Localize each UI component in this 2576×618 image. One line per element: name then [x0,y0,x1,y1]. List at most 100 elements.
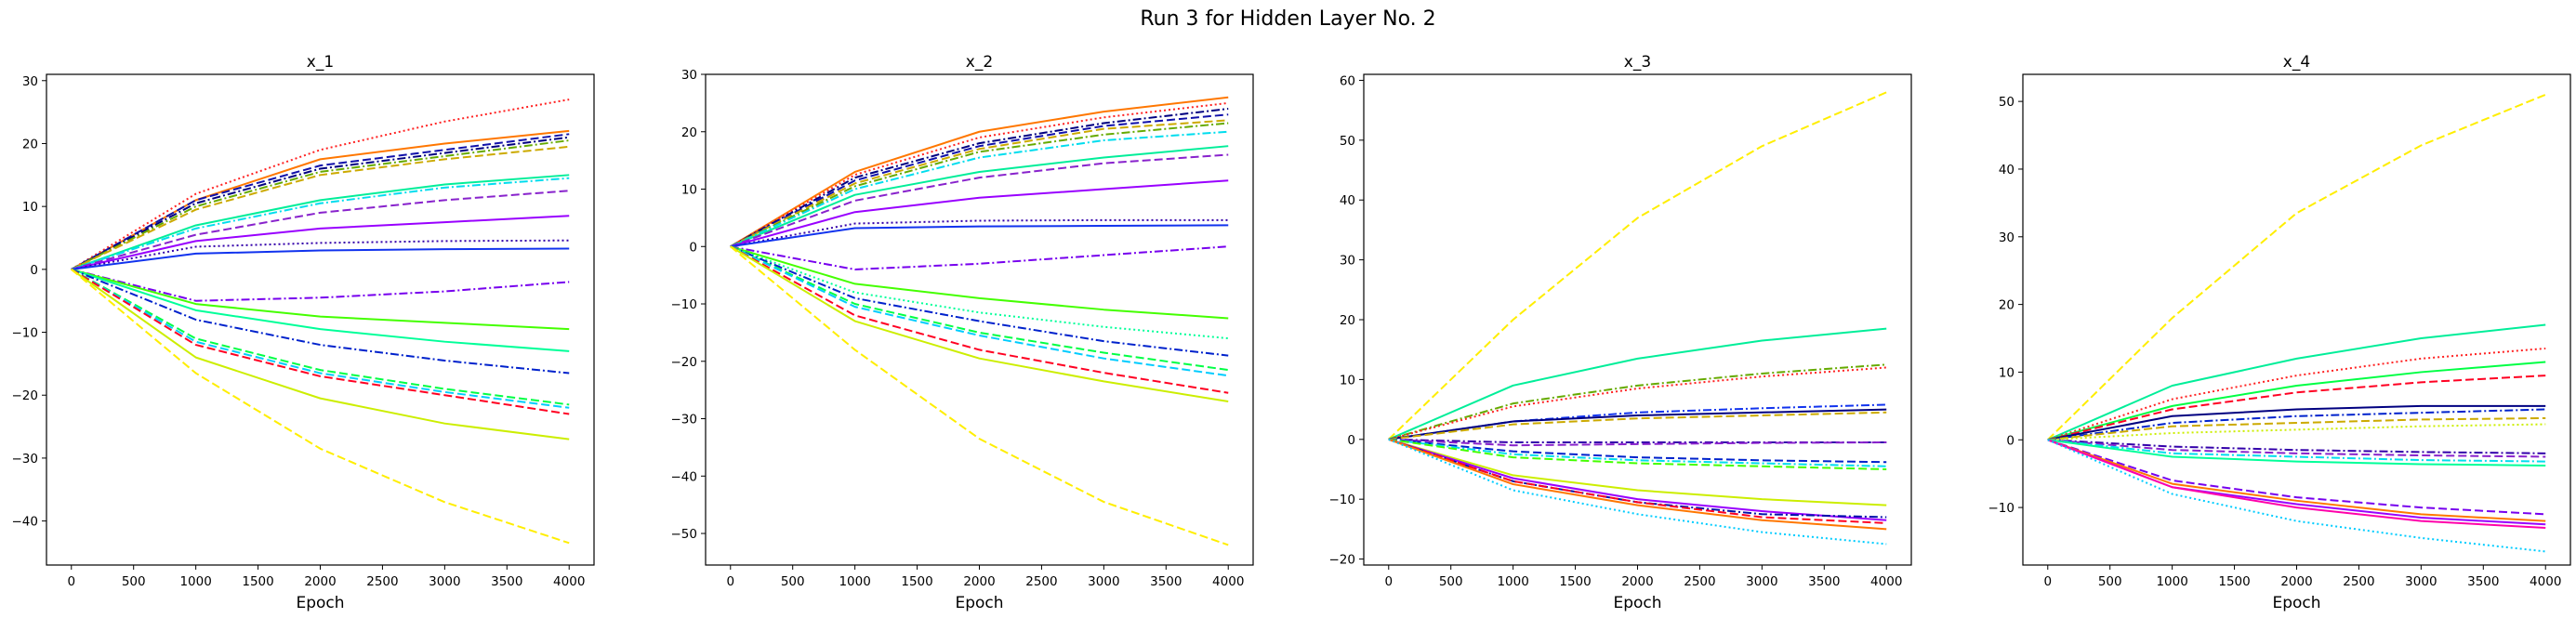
x-tick-label: 3000 [2405,574,2437,589]
series-line-19 [730,245,1229,394]
x-tick-label: 2000 [304,574,336,589]
y-tick-label: 20 [1340,313,1355,328]
series-line-12 [730,224,1229,248]
series-group [1388,91,1887,546]
series-line-5 [2047,375,2546,441]
y-tick-label: 60 [1340,73,1355,88]
series-group [730,96,1229,546]
series-line-16 [71,268,570,375]
y-tick-label: 40 [1999,163,2015,178]
series-line-3 [730,108,1229,248]
series-line-6 [730,122,1229,248]
x-tick-label: 4000 [553,574,585,589]
x-axis-label: Epoch [2272,594,2320,612]
series-line-3 [1388,363,1887,440]
series-line-12 [1388,438,1887,470]
x-tick-label: 4000 [2530,574,2561,589]
series-line-6 [1388,408,1887,440]
series-line-18 [71,268,570,409]
series-line-10 [2047,439,2546,454]
y-tick-label: −10 [12,326,39,341]
y-tick-label: 50 [1999,95,2015,110]
series-line-9 [2047,423,2546,441]
x-tick-label: 1500 [901,574,932,589]
y-tick-label: −40 [671,469,698,484]
y-tick-label: 0 [30,263,38,278]
y-tick-label: −30 [671,413,698,427]
x-tick-label: 3500 [1150,574,1182,589]
series-line-7 [1388,411,1887,440]
series-line-13 [71,268,570,302]
y-tick-label: 10 [1999,365,2015,380]
series-line-7 [71,174,570,270]
subplot-title: x_3 [1624,53,1651,72]
x-tick-label: 4000 [1870,574,1902,589]
y-tick-label: 20 [681,125,697,140]
y-tick-label: 10 [22,200,38,215]
subplot-x2: 0 500 1000 1500 2000 2500 3000 3500 4000 −50 −40 −3… [671,53,1254,612]
x-tick-label: 1000 [839,574,870,589]
series-line-16 [730,245,1229,357]
y-tick-label: −10 [671,297,698,312]
series-line-20 [71,269,570,440]
series-line-2 [71,129,570,270]
x-tick-label: 500 [122,574,146,589]
series-group [2047,93,2546,553]
series-line-10 [1388,438,1887,464]
series-line-9 [1388,438,1887,447]
series-line-17 [71,268,570,406]
series-line-11 [71,239,570,270]
x-tick-label: 1000 [179,574,211,589]
series-line-1 [730,96,1229,248]
y-tick-label: 0 [1347,433,1355,448]
x-tick-label: 3500 [2467,574,2499,589]
series-line-20 [730,245,1229,402]
x-tick-label: 1000 [2156,574,2187,589]
series-line-1 [71,99,570,270]
x-tick-label: 3500 [491,574,522,589]
series-line-16 [1388,438,1887,524]
series-line-18 [730,245,1229,377]
x-tick-label: 3500 [1808,574,1840,589]
subplots-container: 0 500 1000 1500 2000 2500 3000 3500 4000−40−30−2… [12,53,2571,612]
x-tick-label: 500 [781,574,805,589]
x-tick-label: 1500 [2218,574,2250,589]
series-line-15 [71,268,570,352]
subplot-title: x_4 [2283,53,2310,72]
x-tick-label: 2000 [1621,574,1653,589]
x-tick-label: 500 [1439,574,1463,589]
y-tick-label: −40 [12,515,39,530]
series-line-12 [71,247,570,270]
x-tick-label: 1000 [1497,574,1528,589]
y-tick-label: 30 [1999,230,2015,245]
series-line-6 [71,145,570,270]
y-tick-label: −10 [1988,501,2015,516]
series-line-8 [2047,416,2546,441]
series-line-19 [71,268,570,415]
series-line-10 [730,179,1229,248]
x-tick-label: 2500 [1025,574,1057,589]
y-tick-label: 20 [1999,298,2015,313]
series-line-3 [71,133,570,270]
y-tick-label: 0 [689,240,697,255]
x-tick-label: 3000 [1746,574,1777,589]
x-tick-label: 1500 [1559,574,1591,589]
x-tick-label: 2500 [1684,574,1715,589]
series-line-8 [730,145,1229,248]
series-line-4 [71,136,570,270]
series-line-21 [730,245,1229,546]
x-tick-label: 0 [726,574,734,589]
x-tick-label: 4000 [1212,574,1244,589]
x-axis-label: Epoch [1613,594,1661,612]
x-tick-label: 0 [1384,574,1393,589]
subplot-title: x_2 [966,53,993,72]
figure-title: Run 3 for Hidden Layer No. 2 [1140,7,1435,31]
series-line-7 [730,130,1229,248]
series-line-13 [2047,439,2546,467]
series-line-9 [71,190,570,270]
subplot-title: x_1 [307,53,334,72]
y-tick-label: 30 [681,68,697,83]
y-tick-label: 10 [1340,373,1355,388]
series-line-18 [1388,438,1887,546]
x-tick-label: 2000 [963,574,995,589]
